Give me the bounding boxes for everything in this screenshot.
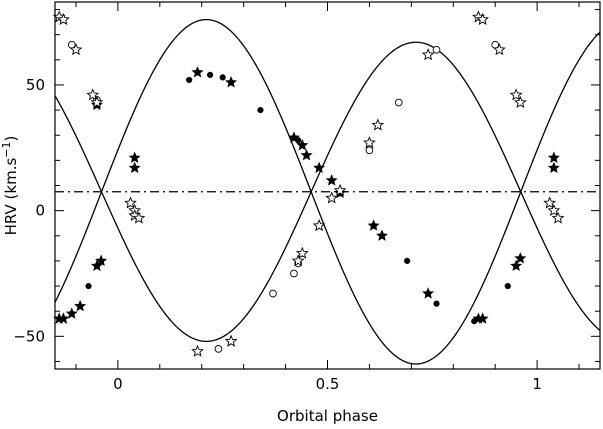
x-axis-label: Orbital phase [277,407,378,425]
data-point-filled-star [547,161,560,174]
data-point-open-star [333,183,347,196]
data-point-filled-circle [404,257,411,265]
data-point-open-star [547,203,561,217]
data-point-open-star [363,136,376,149]
data-point-open-star [224,334,238,347]
data-point-filled-star [128,151,141,163]
y-axis-label-main: HRV (km.s [2,158,20,236]
data-point-filled-star [74,299,87,312]
data-point-open-star [476,12,489,26]
data-point-filled-circle [433,300,440,307]
data-point-filled-star [90,259,103,272]
data-point-filled-star [313,161,326,174]
data-point-open-star [69,43,83,56]
data-point-filled-star [376,229,388,241]
orbit-curves [54,18,601,365]
data-point-open-star [509,88,523,101]
data-point-open-star [325,191,339,204]
y-axis-label: HRV (km.s−1) [0,136,20,236]
data-point-open-star [296,246,309,259]
data-point-filled-star [300,149,313,161]
data-point-open-circle [432,45,441,54]
axis-ticks [55,2,600,369]
data-point-open-star [493,43,506,56]
data-point-open-star [312,219,326,232]
data-point-filled-star [367,219,380,231]
data-point-filled-circle [186,76,193,84]
data-point-open-circle [269,289,277,298]
data-point-filled-star [57,312,70,324]
data-point-filled-circle [504,282,511,290]
data-point-filled-circle [85,282,92,290]
data-point-open-star [90,95,104,108]
data-point-filled-star [422,287,435,299]
plot-frame [54,1,601,370]
data-point-open-circle [214,345,223,353]
data-point-open-star [86,88,100,101]
data-point-filled-star [476,312,489,324]
data-point-filled-circle [207,71,214,78]
data-point-filled-star [95,254,108,267]
data-point-filled-star [287,131,300,143]
data-point-filled-star [547,151,560,163]
y-tick-label: 50 [26,76,45,94]
data-point-filled-circle [257,106,264,114]
data-point-filled-circle [219,74,226,81]
y-axis-label-tail: ) [2,136,20,142]
tick-labels: 0 0.5 1 50 0 −50 [13,76,542,393]
data-point-open-star [57,12,70,26]
data-point-filled-star [325,174,338,186]
data-point-open-star [514,95,527,108]
y-tick-label: −50 [13,327,45,345]
data-point-filled-star [510,259,523,272]
data-point-filled-star [296,138,309,151]
data-point-filled-star [65,307,78,319]
x-tick-label: 0.5 [316,375,340,393]
data-point-filled-star [514,252,527,264]
data-point-open-star [291,254,305,267]
orbit-curve-2 [54,18,601,365]
data-point-filled-star [191,66,204,78]
data-point-open-circle [67,40,76,49]
data-point-open-circle [394,98,403,107]
data-point-open-circle [290,269,298,278]
x-tick-label: 1 [532,375,542,393]
x-tick-label: 0 [113,375,123,393]
orbit-curve-1 [54,41,601,343]
data-point-open-star [191,344,204,357]
data-point-open-star [371,118,385,131]
data-point-open-star [421,48,435,61]
y-axis-label-exponent: −1 [0,141,13,157]
data-point-open-star [551,211,565,224]
data-point-filled-star [225,76,238,88]
data-point-filled-star [128,161,141,174]
data-point-open-star [124,196,137,209]
data-point-open-circle [365,146,374,155]
y-tick-label: 0 [35,202,45,220]
data-point-open-circle [491,40,500,49]
data-point-open-star [132,211,146,224]
data-point-open-star [543,196,557,209]
